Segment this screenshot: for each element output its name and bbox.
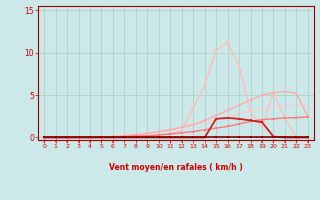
X-axis label: Vent moyen/en rafales ( km/h ): Vent moyen/en rafales ( km/h ) [109, 163, 243, 172]
